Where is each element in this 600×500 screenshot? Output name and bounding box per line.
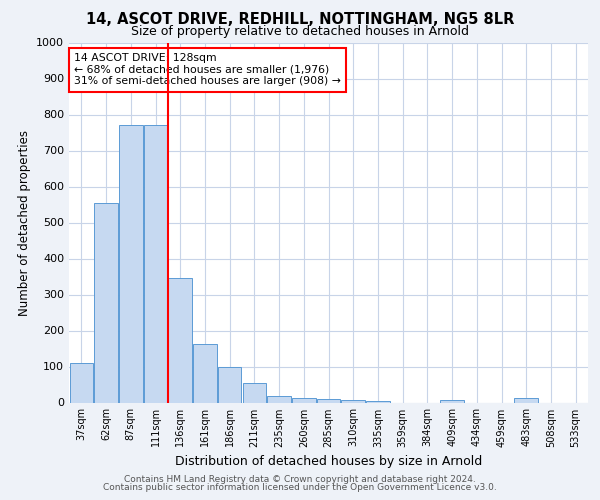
Y-axis label: Number of detached properties: Number of detached properties: [17, 130, 31, 316]
Bar: [193, 344, 217, 403]
Bar: [317, 399, 340, 402]
Bar: [119, 126, 143, 402]
Bar: [169, 278, 192, 402]
Bar: [341, 400, 365, 402]
Bar: [268, 396, 291, 402]
Bar: [514, 398, 538, 402]
Text: Contains public sector information licensed under the Open Government Licence v3: Contains public sector information licen…: [103, 483, 497, 492]
Bar: [94, 204, 118, 402]
Text: Size of property relative to detached houses in Arnold: Size of property relative to detached ho…: [131, 25, 469, 38]
Text: Contains HM Land Registry data © Crown copyright and database right 2024.: Contains HM Land Registry data © Crown c…: [124, 475, 476, 484]
Bar: [242, 384, 266, 402]
Bar: [144, 126, 167, 402]
Bar: [440, 400, 464, 402]
Text: 14 ASCOT DRIVE: 128sqm
← 68% of detached houses are smaller (1,976)
31% of semi-: 14 ASCOT DRIVE: 128sqm ← 68% of detached…: [74, 54, 341, 86]
X-axis label: Distribution of detached houses by size in Arnold: Distribution of detached houses by size …: [175, 455, 482, 468]
Bar: [292, 398, 316, 402]
Bar: [366, 400, 389, 402]
Bar: [70, 363, 93, 403]
Text: 14, ASCOT DRIVE, REDHILL, NOTTINGHAM, NG5 8LR: 14, ASCOT DRIVE, REDHILL, NOTTINGHAM, NG…: [86, 12, 514, 28]
Bar: [218, 367, 241, 402]
